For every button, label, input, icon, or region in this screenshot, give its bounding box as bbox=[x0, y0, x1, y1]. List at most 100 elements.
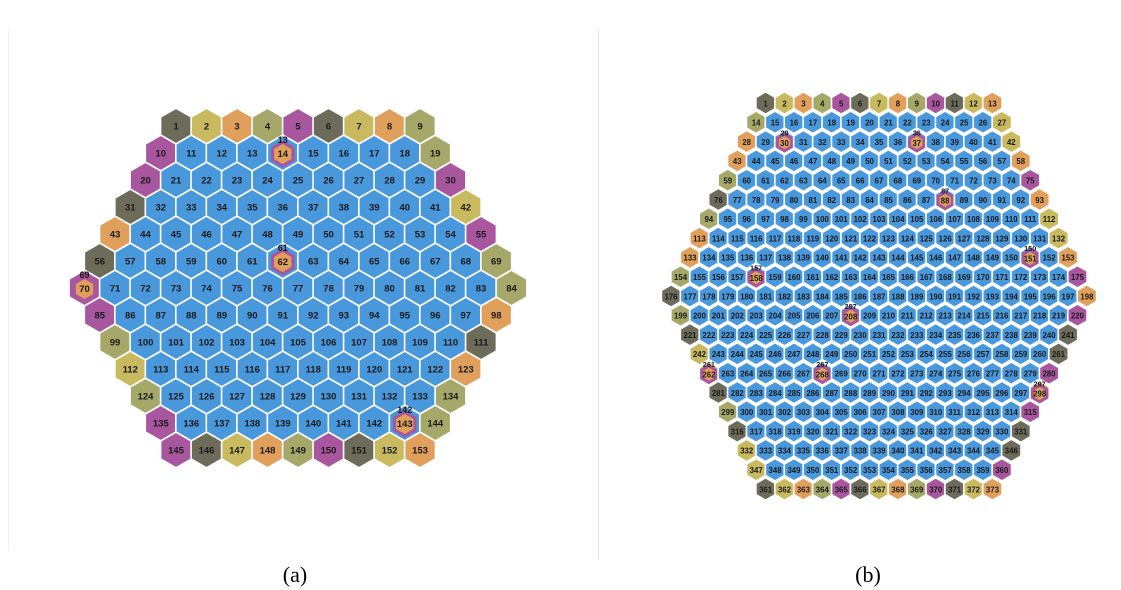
assembly-number: 71 bbox=[110, 283, 121, 294]
assembly-cell: 332 bbox=[736, 438, 758, 463]
assembly-number: 288 bbox=[844, 389, 858, 398]
assembly-number: 84 bbox=[865, 196, 874, 205]
assembly-cell: 157 bbox=[726, 264, 748, 289]
assembly-number: 77 bbox=[733, 196, 742, 205]
assembly-cell: 59 bbox=[717, 168, 739, 193]
assembly-cell: 145 bbox=[159, 431, 193, 469]
assembly-number: 147 bbox=[229, 445, 245, 456]
assembly-number: 54 bbox=[941, 157, 950, 166]
assembly-number: 37 bbox=[308, 202, 319, 213]
assembly-cell: 321 bbox=[821, 418, 843, 444]
assembly-cell: 114 bbox=[707, 225, 729, 251]
assembly-number: 352 bbox=[844, 466, 858, 475]
assembly-number: 33 bbox=[186, 202, 197, 213]
assembly-number: 67 bbox=[430, 256, 441, 267]
assembly-number: 43 bbox=[110, 229, 121, 240]
assembly-number: 204 bbox=[769, 312, 783, 321]
assembly-number: 275 bbox=[948, 370, 962, 379]
assembly-number: 230 bbox=[854, 331, 868, 340]
assembly-number: 156 bbox=[712, 273, 726, 282]
assembly-number: 266 bbox=[778, 370, 792, 379]
assembly-cell: 240 bbox=[1038, 322, 1060, 347]
assembly-number: 150 bbox=[1005, 254, 1019, 263]
assembly-number: 61 bbox=[247, 256, 258, 267]
assembly-number: 92 bbox=[1016, 196, 1025, 205]
assembly-number: 212 bbox=[920, 312, 934, 321]
assembly-cell: 93 bbox=[1029, 187, 1051, 212]
assembly-number: 133 bbox=[412, 391, 428, 402]
assembly-cell: 72 bbox=[962, 168, 985, 193]
assembly-number: 152 bbox=[382, 445, 398, 456]
assembly-number: 106 bbox=[929, 215, 943, 224]
assembly-number: 344 bbox=[967, 447, 981, 456]
assembly-cell: 29 bbox=[755, 129, 777, 154]
assembly-number: 338 bbox=[854, 447, 868, 456]
assembly-cell: 359 bbox=[972, 457, 994, 482]
assembly-cell: 301 bbox=[755, 399, 777, 424]
assembly-number: 20 bbox=[140, 175, 151, 186]
assembly-cell: 65 bbox=[830, 168, 852, 193]
assembly-number: 59 bbox=[723, 177, 732, 186]
assembly-cell: 69 bbox=[906, 168, 928, 193]
control-rod-label: 142 bbox=[397, 405, 412, 415]
assembly-number: 96 bbox=[430, 310, 441, 321]
assembly-number: 128 bbox=[260, 391, 276, 402]
assembly-cell: 164 bbox=[859, 264, 881, 289]
assembly-cell: 351 bbox=[821, 457, 843, 482]
assembly-cell: 124 bbox=[896, 225, 918, 251]
assembly-number: 173 bbox=[1033, 273, 1047, 282]
control-rod-label: 13 bbox=[278, 135, 288, 145]
assembly-number: 237 bbox=[986, 331, 999, 340]
assembly-cell: 17 bbox=[802, 110, 824, 135]
assembly-number: 141 bbox=[835, 254, 849, 263]
assembly-cell: 280 bbox=[1038, 361, 1060, 386]
assembly-number: 312 bbox=[967, 408, 981, 417]
assembly-number: 140 bbox=[816, 254, 830, 263]
assembly-number: 146 bbox=[199, 445, 215, 456]
assembly-number: 12 bbox=[969, 99, 978, 108]
assembly-cell: 89 bbox=[953, 187, 975, 212]
assembly-number: 287 bbox=[825, 389, 838, 398]
assembly-number: 251 bbox=[863, 350, 877, 359]
assembly-cell: 113 bbox=[688, 225, 710, 251]
assembly-number: 71 bbox=[950, 177, 959, 186]
assembly-number: 284 bbox=[769, 389, 783, 398]
assembly-cell: 184 bbox=[811, 283, 833, 309]
assembly-number: 208 bbox=[844, 313, 858, 322]
assembly-cell: 145 bbox=[906, 245, 928, 270]
assembly-cell: 195 bbox=[1019, 283, 1041, 309]
assembly-cell: 323 bbox=[859, 418, 881, 444]
assembly-cell: 275 bbox=[944, 361, 966, 386]
assembly-number: 68 bbox=[460, 256, 471, 267]
assembly-number: 70 bbox=[931, 177, 940, 186]
assembly-number: 141 bbox=[336, 418, 353, 429]
assembly-cell: 310 bbox=[925, 399, 947, 424]
assembly-cell: 18 bbox=[821, 110, 843, 135]
assembly-number: 257 bbox=[976, 350, 989, 359]
assembly-number: 63 bbox=[799, 177, 808, 186]
assembly-number: 290 bbox=[882, 389, 896, 398]
assembly-cell: 199 bbox=[670, 303, 692, 328]
assembly-cell: 146 bbox=[190, 431, 223, 469]
assembly-number: 53 bbox=[922, 157, 931, 166]
assembly-number: 239 bbox=[1024, 331, 1038, 340]
assembly-cell: 104 bbox=[887, 206, 909, 231]
assembly-number: 184 bbox=[816, 292, 830, 301]
assembly-cell: 222 bbox=[698, 322, 720, 347]
assembly-number: 175 bbox=[1071, 273, 1085, 282]
assembly-number: 63 bbox=[308, 256, 319, 267]
assembly-cell: 288 bbox=[840, 380, 862, 405]
assembly-number: 50 bbox=[865, 157, 874, 166]
assembly-number: 299 bbox=[721, 408, 735, 417]
assembly-cell: 97 bbox=[755, 206, 777, 231]
assembly-number: 223 bbox=[721, 331, 735, 340]
assembly-number: 328 bbox=[958, 427, 972, 436]
assembly-cell: 44 bbox=[745, 148, 767, 174]
assembly-number: 3 bbox=[801, 99, 806, 108]
assembly-number: 4 bbox=[265, 121, 271, 132]
assembly-number: 114 bbox=[712, 234, 725, 243]
assembly-cell: 348 bbox=[764, 457, 786, 482]
assembly-cell: 192 bbox=[962, 283, 985, 309]
assembly-cell: 86 bbox=[896, 187, 918, 212]
